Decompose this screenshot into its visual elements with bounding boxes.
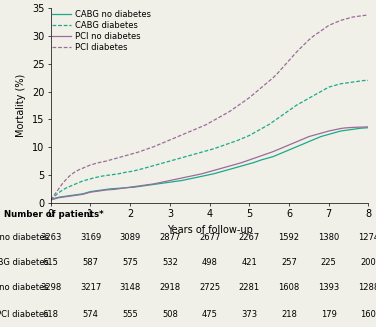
Text: 574: 574 [83,310,99,319]
Legend: CABG no diabetes, CABG diabetes, PCI no diabetes, PCI diabetes: CABG no diabetes, CABG diabetes, PCI no … [52,9,152,53]
Text: 3089: 3089 [120,232,141,242]
Text: 508: 508 [162,310,178,319]
Text: 1380: 1380 [318,232,340,242]
Text: 1393: 1393 [318,284,340,292]
Text: 3263: 3263 [40,232,61,242]
Text: 2677: 2677 [199,232,220,242]
Text: 218: 218 [281,310,297,319]
Text: 1288: 1288 [358,284,376,292]
Text: 555: 555 [122,310,138,319]
Text: 532: 532 [162,258,178,267]
Text: PCI no diabetes: PCI no diabetes [0,284,49,292]
Text: 618: 618 [43,310,59,319]
Text: 1274: 1274 [358,232,376,242]
Text: 498: 498 [202,258,218,267]
Text: 2877: 2877 [159,232,180,242]
Text: 2725: 2725 [199,284,220,292]
Y-axis label: Mortality (%): Mortality (%) [17,74,26,137]
Text: 200: 200 [361,258,376,267]
Text: 3169: 3169 [80,232,101,242]
Text: 179: 179 [321,310,337,319]
Text: 3217: 3217 [80,284,101,292]
Text: 225: 225 [321,258,337,267]
Text: 2267: 2267 [239,232,260,242]
Text: 2281: 2281 [239,284,260,292]
Text: 421: 421 [241,258,257,267]
Text: 615: 615 [43,258,59,267]
Text: CABG no diabetes: CABG no diabetes [0,232,49,242]
Text: 160: 160 [361,310,376,319]
Text: 475: 475 [202,310,218,319]
Text: 3298: 3298 [40,284,61,292]
Text: 587: 587 [82,258,99,267]
Text: 1608: 1608 [278,284,300,292]
Text: 1592: 1592 [279,232,300,242]
X-axis label: Years of follow-up: Years of follow-up [167,225,253,234]
Text: CABG diabetes: CABG diabetes [0,258,49,267]
Text: 373: 373 [241,310,258,319]
Text: PCI diabetes: PCI diabetes [0,310,49,319]
Text: 257: 257 [281,258,297,267]
Text: Number of patients*: Number of patients* [4,210,103,219]
Text: 575: 575 [122,258,138,267]
Text: 3148: 3148 [120,284,141,292]
Text: 2918: 2918 [159,284,180,292]
